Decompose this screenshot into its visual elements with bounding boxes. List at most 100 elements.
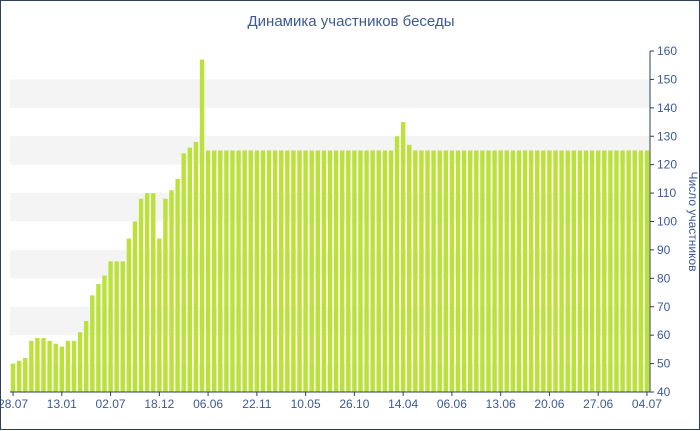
bar xyxy=(47,340,52,392)
bar xyxy=(333,150,339,392)
y-tick-label: 80 xyxy=(657,271,671,285)
bar xyxy=(461,150,467,392)
bar xyxy=(266,150,272,392)
y-tick-label: 60 xyxy=(657,328,671,342)
bar xyxy=(614,150,619,392)
bar xyxy=(553,150,558,392)
x-tick-label: 22.11 xyxy=(242,397,271,411)
bar xyxy=(449,150,455,392)
bar xyxy=(528,150,534,392)
bar xyxy=(376,150,381,392)
bar xyxy=(23,357,28,392)
y-tick-label: 130 xyxy=(657,129,677,143)
bar xyxy=(248,150,253,392)
bar xyxy=(53,343,58,392)
bar xyxy=(211,150,217,392)
bar xyxy=(309,150,314,392)
bar xyxy=(175,178,180,392)
x-tick-label: 20.06 xyxy=(534,397,564,411)
bar xyxy=(16,360,22,392)
bar xyxy=(455,150,461,392)
bar xyxy=(272,150,278,392)
bar xyxy=(218,150,223,392)
bar xyxy=(608,150,613,392)
bar xyxy=(559,150,564,392)
bar xyxy=(114,261,119,392)
bar xyxy=(59,346,65,392)
bar xyxy=(157,238,162,392)
bar xyxy=(291,150,296,392)
x-tick-label: 28.07 xyxy=(1,397,28,411)
bar xyxy=(199,59,205,393)
bar xyxy=(620,150,625,392)
y-tick-label: 100 xyxy=(657,215,677,229)
bar xyxy=(535,150,540,392)
y-tick-label: 150 xyxy=(657,72,677,86)
bar xyxy=(638,150,644,392)
y-tick-label: 160 xyxy=(657,44,677,58)
x-tick-label: 04.07 xyxy=(632,397,662,411)
y-tick-label: 90 xyxy=(657,243,671,257)
bar xyxy=(626,150,631,392)
x-tick-label: 14.04 xyxy=(388,397,418,411)
bar xyxy=(431,150,436,392)
grid-band xyxy=(10,79,650,108)
bar xyxy=(510,150,516,392)
bar xyxy=(632,150,637,392)
bar xyxy=(71,340,77,392)
bar xyxy=(327,150,333,392)
bar xyxy=(504,150,509,392)
bar xyxy=(492,150,497,392)
bar xyxy=(236,150,241,392)
bar xyxy=(346,150,351,392)
x-tick-label: 18.12 xyxy=(144,397,174,411)
bar xyxy=(370,150,375,392)
y-tick-label: 120 xyxy=(657,158,677,172)
bar xyxy=(577,150,583,392)
bar xyxy=(602,150,607,392)
bar xyxy=(254,150,260,392)
bar xyxy=(474,150,479,392)
bar xyxy=(382,150,388,392)
bar xyxy=(242,150,247,392)
x-tick-label: 13.06 xyxy=(486,397,516,411)
bar xyxy=(589,150,595,392)
bar xyxy=(437,150,442,392)
bar xyxy=(29,340,34,392)
bar xyxy=(321,150,327,392)
y-tick-label: 40 xyxy=(657,385,671,399)
bar xyxy=(480,150,485,392)
bar xyxy=(10,363,16,392)
x-tick-label: 06.06 xyxy=(437,397,467,411)
bar xyxy=(77,332,83,392)
x-tick-label: 02.07 xyxy=(96,397,126,411)
bar xyxy=(339,150,345,392)
bar xyxy=(571,150,577,392)
bar xyxy=(205,150,211,392)
bar xyxy=(230,150,235,392)
bar xyxy=(102,275,107,392)
bar xyxy=(132,221,138,392)
bar xyxy=(443,150,449,392)
bar xyxy=(297,150,302,392)
bar xyxy=(419,150,424,392)
bar xyxy=(193,141,199,392)
bar xyxy=(126,238,132,392)
bar xyxy=(486,150,491,392)
bar xyxy=(279,150,284,392)
bar xyxy=(547,150,552,392)
bar xyxy=(138,198,144,392)
x-tick-label: 27.06 xyxy=(583,397,613,411)
x-tick-label: 06.06 xyxy=(193,397,223,411)
bar xyxy=(358,150,363,392)
y-tick-label: 50 xyxy=(657,357,671,371)
bar xyxy=(522,150,528,392)
bar xyxy=(187,147,193,392)
bar xyxy=(108,261,113,392)
bar xyxy=(65,340,71,392)
bar xyxy=(394,136,400,392)
bar xyxy=(352,150,357,392)
bar xyxy=(315,150,321,392)
x-tick-label: 13.01 xyxy=(47,397,77,411)
